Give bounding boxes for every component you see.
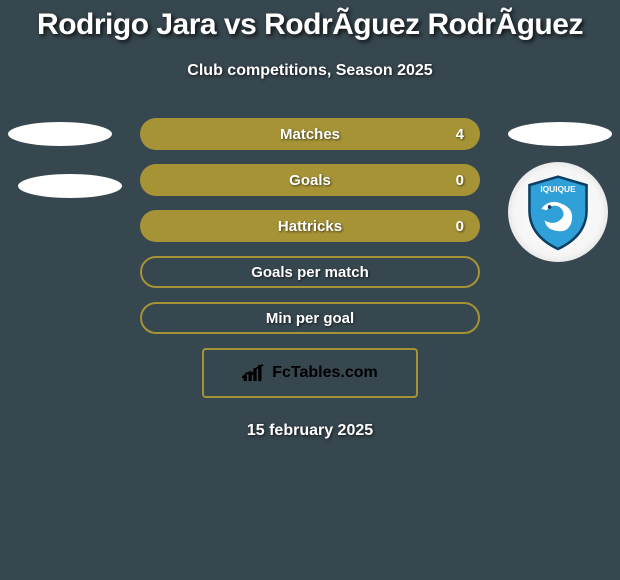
stat-value: 0 xyxy=(456,172,464,189)
stat-label: Goals per match xyxy=(251,264,369,281)
stat-pill: Matches 4 xyxy=(140,118,480,150)
bar-chart-icon xyxy=(242,363,268,383)
stat-pill: Hattricks 0 xyxy=(140,210,480,242)
subtitle: Club competitions, Season 2025 xyxy=(0,62,620,80)
date-text: 15 february 2025 xyxy=(0,422,620,440)
stat-pill: Goals 0 xyxy=(140,164,480,196)
stat-label: Min per goal xyxy=(266,310,354,327)
stat-pill: Min per goal xyxy=(140,302,480,334)
stat-row-goals-per-match: Goals per match xyxy=(0,256,620,288)
stat-row-matches: Matches 4 xyxy=(0,118,620,150)
page-title: Rodrigo Jara vs RodrÃ­guez RodrÃ­guez xyxy=(0,0,620,42)
stat-label: Matches xyxy=(280,126,340,143)
stat-value: 0 xyxy=(456,218,464,235)
stat-pill: Goals per match xyxy=(140,256,480,288)
stat-row-goals: Goals 0 xyxy=(0,164,620,196)
stat-label: Goals xyxy=(289,172,331,189)
stat-label: Hattricks xyxy=(278,218,342,235)
brand-inner: FcTables.com xyxy=(242,363,378,383)
stat-row-min-per-goal: Min per goal xyxy=(0,302,620,334)
stat-value: 4 xyxy=(456,126,464,143)
brand-text: FcTables.com xyxy=(272,364,378,382)
stat-row-hattricks: Hattricks 0 xyxy=(0,210,620,242)
stats-area: IQUIQUE Matches 4 Goals 0 Hattricks 0 Go… xyxy=(0,118,620,334)
brand-box[interactable]: FcTables.com xyxy=(202,348,418,398)
